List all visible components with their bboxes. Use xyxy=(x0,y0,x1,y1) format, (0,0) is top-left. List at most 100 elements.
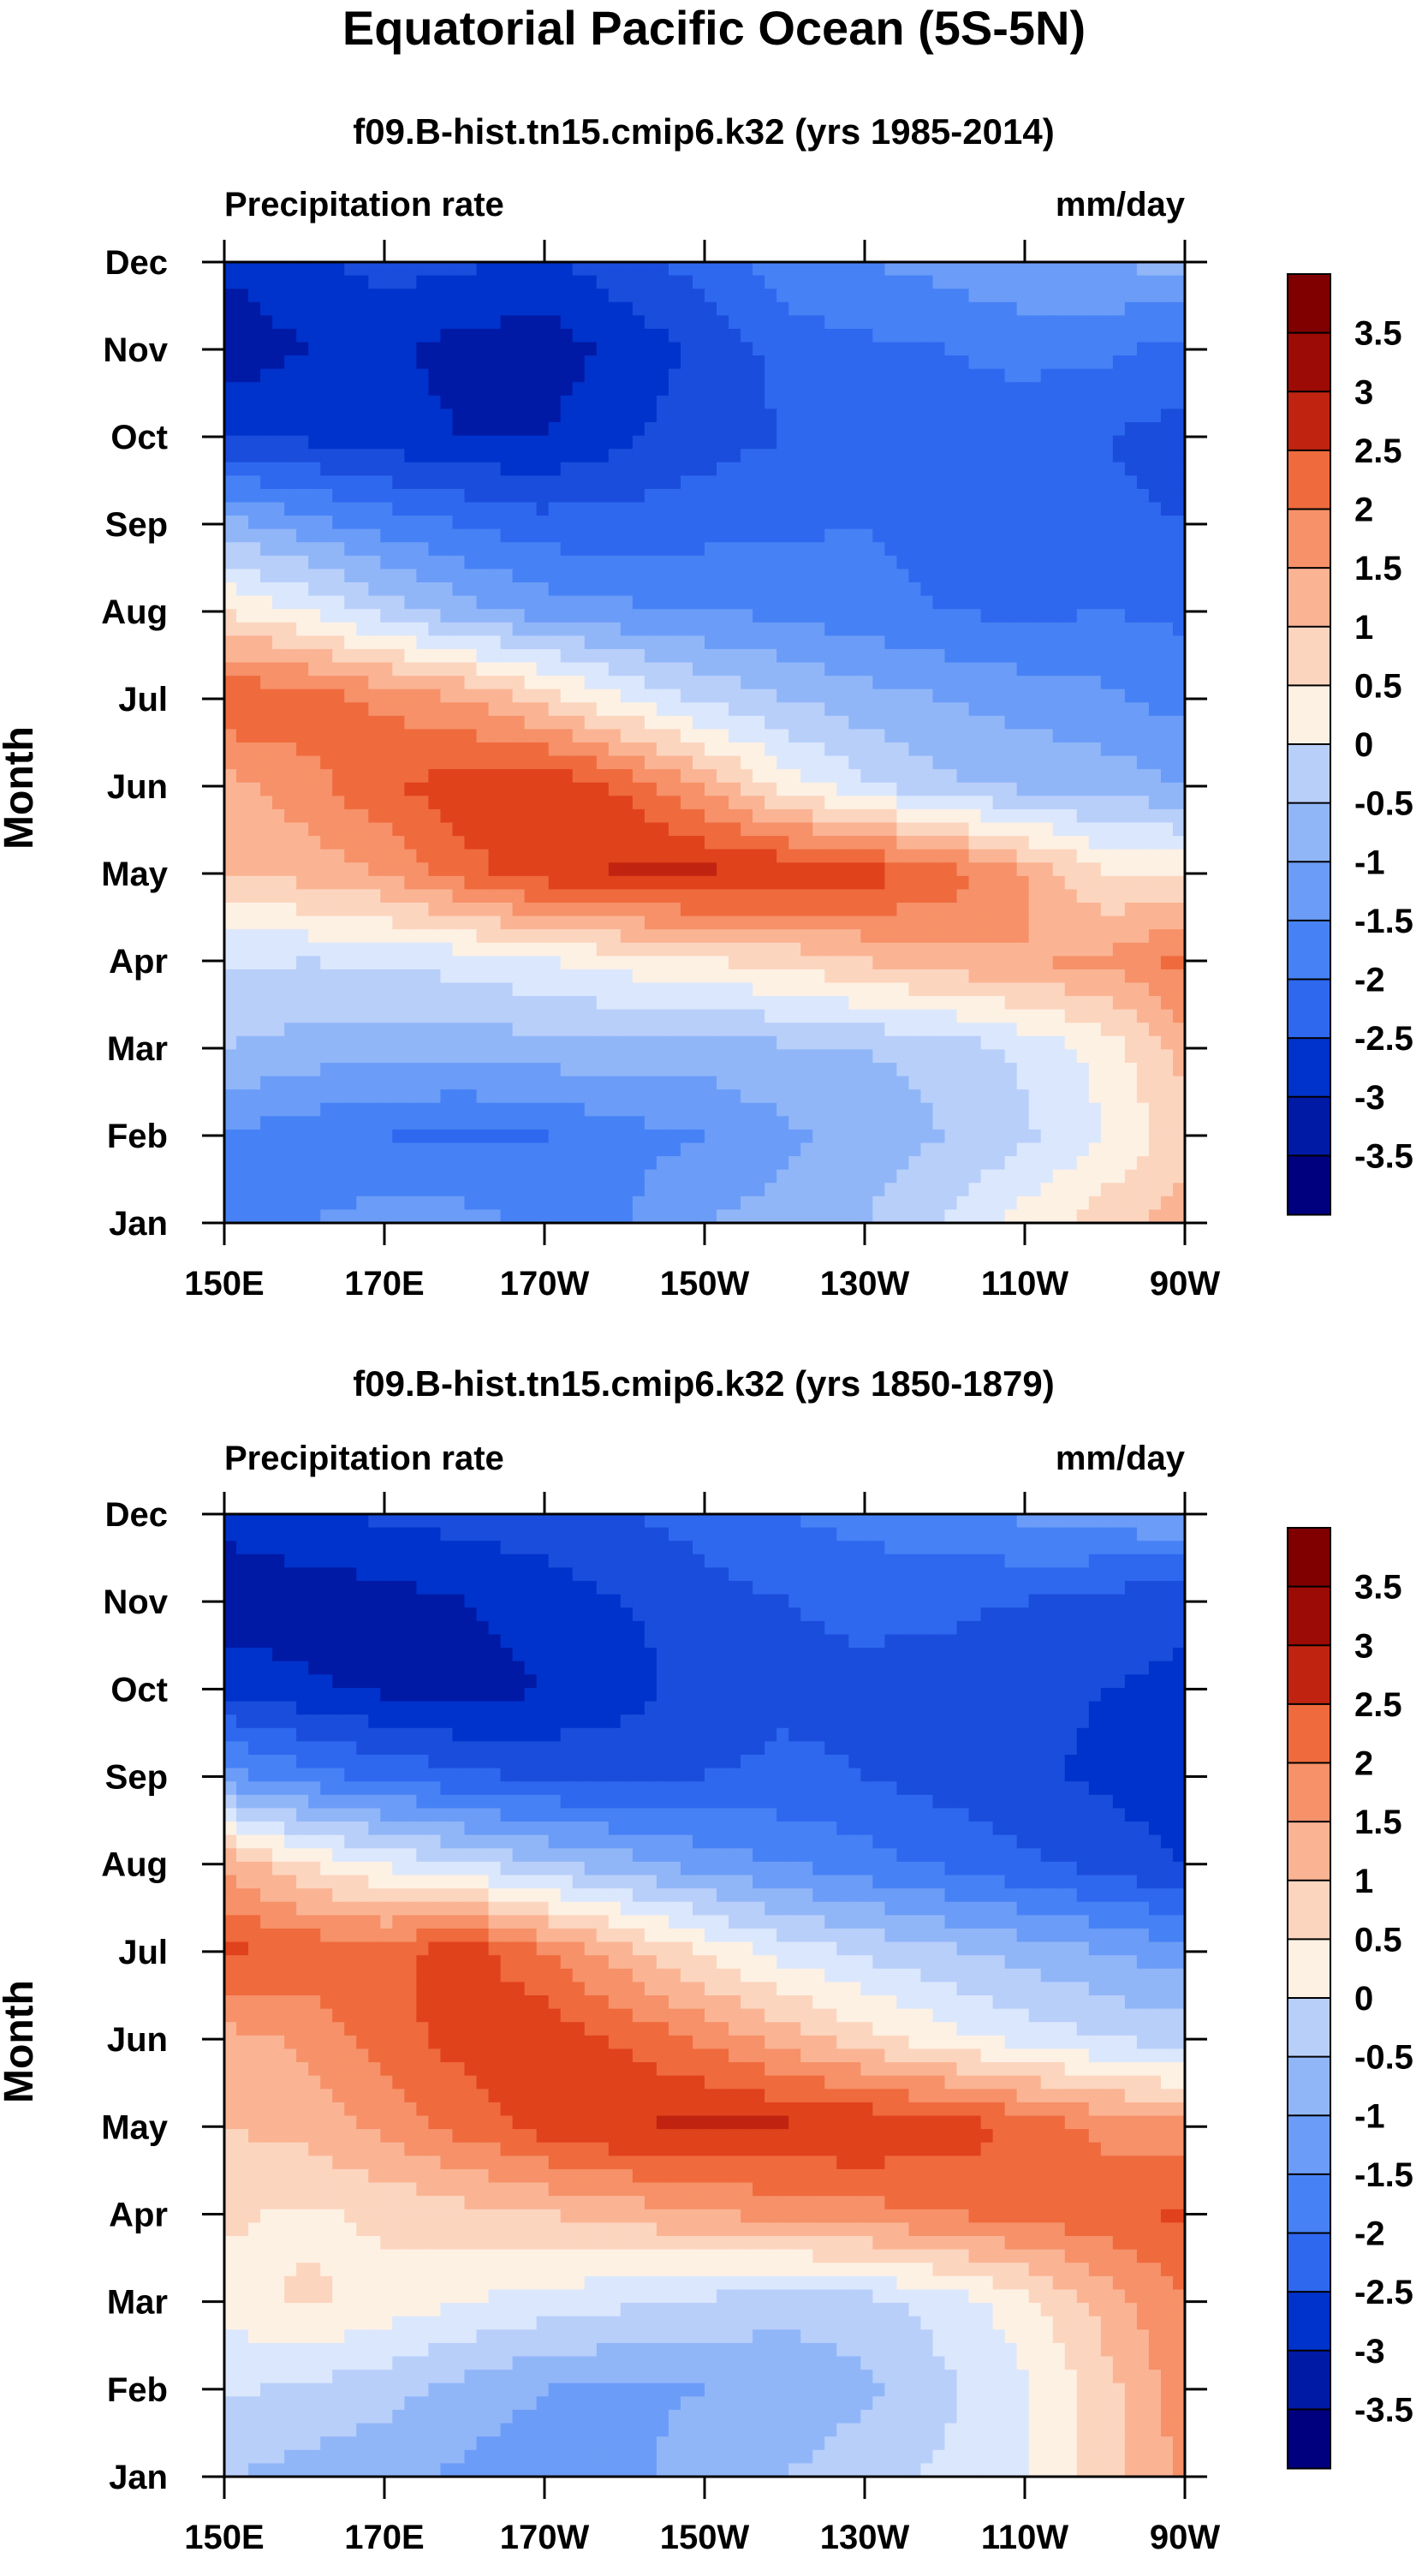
heatmap-cell xyxy=(488,368,502,383)
heatmap-cell xyxy=(753,648,765,664)
heatmap-cell xyxy=(717,635,729,650)
heatmap-cell xyxy=(692,836,705,850)
heatmap-cell xyxy=(356,676,369,690)
heatmap-cell xyxy=(1028,782,1042,796)
heatmap-cell xyxy=(572,516,586,530)
heatmap-cell xyxy=(788,903,801,917)
heatmap-cell xyxy=(248,702,261,717)
heatmap-cell xyxy=(932,289,946,303)
heatmap-cell xyxy=(1100,1023,1114,1037)
heatmap-cell xyxy=(836,555,849,570)
heatmap-cell xyxy=(812,435,825,450)
heatmap-cell xyxy=(908,1049,922,1064)
heatmap-cell xyxy=(1052,408,1066,423)
heatmap-cell xyxy=(644,769,657,784)
heatmap-cell xyxy=(741,1063,753,1077)
heatmap-cell xyxy=(392,555,405,570)
heatmap-cell xyxy=(741,956,753,970)
heatmap-cell xyxy=(1160,1035,1174,1051)
heatmap-cell xyxy=(416,969,430,984)
heatmap-cell xyxy=(560,569,574,583)
heatmap-cell xyxy=(344,435,357,450)
heatmap-cell xyxy=(368,1049,381,1064)
heatmap-cell xyxy=(560,528,574,543)
heatmap-cell xyxy=(296,1049,309,1064)
heatmap-cell xyxy=(968,262,982,277)
heatmap-cell xyxy=(692,969,705,984)
heatmap-cell xyxy=(548,676,562,690)
heatmap-cell xyxy=(741,422,753,437)
heatmap-cell xyxy=(872,942,885,957)
heatmap-cell xyxy=(872,595,885,610)
heatmap-cell xyxy=(812,1035,825,1051)
heatmap-cell xyxy=(753,822,765,837)
heatmap-cell xyxy=(717,662,729,677)
heatmap-cell xyxy=(260,408,273,423)
heatmap-cell xyxy=(500,676,514,690)
heatmap-cell xyxy=(308,449,321,463)
heatmap-cell xyxy=(1052,676,1066,690)
heatmap-cell xyxy=(753,475,765,490)
heatmap-cell xyxy=(1028,822,1042,837)
heatmap-cell xyxy=(632,875,646,891)
heatmap-cell xyxy=(272,796,285,810)
heatmap-cell xyxy=(1100,569,1114,583)
heatmap-cell xyxy=(260,742,273,757)
heatmap-cell xyxy=(464,368,478,383)
heatmap-cell xyxy=(464,715,478,730)
heatmap-cell xyxy=(1004,956,1018,970)
heatmap-cell xyxy=(1136,555,1150,570)
heatmap-cell xyxy=(968,1035,982,1051)
heatmap-cell xyxy=(632,301,646,316)
heatmap-cell xyxy=(812,782,825,796)
heatmap-cell xyxy=(896,382,910,397)
heatmap-cell xyxy=(620,462,634,476)
heatmap-cell xyxy=(765,289,777,303)
heatmap-cell xyxy=(1136,542,1150,557)
heatmap-cell xyxy=(932,903,946,917)
heatmap-cell xyxy=(1100,702,1114,717)
heatmap-cell xyxy=(680,422,693,437)
heatmap-cell xyxy=(632,582,646,597)
heatmap-cell xyxy=(788,516,801,530)
heatmap-cell xyxy=(1028,889,1042,903)
heatmap-cell xyxy=(705,662,717,677)
heatmap-cell xyxy=(224,435,237,450)
heatmap-cell xyxy=(980,462,994,476)
heatmap-cell xyxy=(536,609,550,623)
heatmap-cell xyxy=(248,715,261,730)
heatmap-cell xyxy=(356,956,369,970)
heatmap-cell xyxy=(512,836,526,850)
heatmap-cell xyxy=(488,1063,502,1077)
heatmap-cell xyxy=(476,635,490,650)
heatmap-cell xyxy=(1016,862,1030,877)
heatmap-cell xyxy=(717,516,729,530)
heatmap-cell xyxy=(260,903,273,917)
heatmap-cell xyxy=(524,676,538,690)
heatmap-cell xyxy=(572,929,586,944)
heatmap-cell xyxy=(872,1063,885,1077)
heatmap-cell xyxy=(680,382,693,397)
heatmap-cell xyxy=(1028,262,1042,277)
heatmap-cell xyxy=(332,289,345,303)
heatmap-cell xyxy=(1004,1063,1018,1077)
heatmap-cell xyxy=(644,889,657,903)
heatmap-cell xyxy=(980,275,994,289)
heatmap-cell xyxy=(968,903,982,917)
heatmap-cell xyxy=(536,702,550,717)
heatmap-cell xyxy=(1112,368,1126,383)
heatmap-cell xyxy=(284,729,297,743)
heatmap-cell xyxy=(1160,435,1174,450)
heatmap-cell xyxy=(729,408,741,423)
heatmap-cell xyxy=(416,729,430,743)
heatmap-cell xyxy=(416,903,430,917)
heatmap-cell xyxy=(272,915,285,930)
heatmap-cell xyxy=(224,689,237,703)
heatmap-cell xyxy=(1076,755,1090,770)
heatmap-cell xyxy=(656,996,669,1011)
heatmap-cell xyxy=(717,755,729,770)
heatmap-cell xyxy=(272,956,285,970)
heatmap-cell xyxy=(584,702,598,717)
heatmap-cell xyxy=(224,315,237,330)
heatmap-cell xyxy=(632,1049,646,1064)
